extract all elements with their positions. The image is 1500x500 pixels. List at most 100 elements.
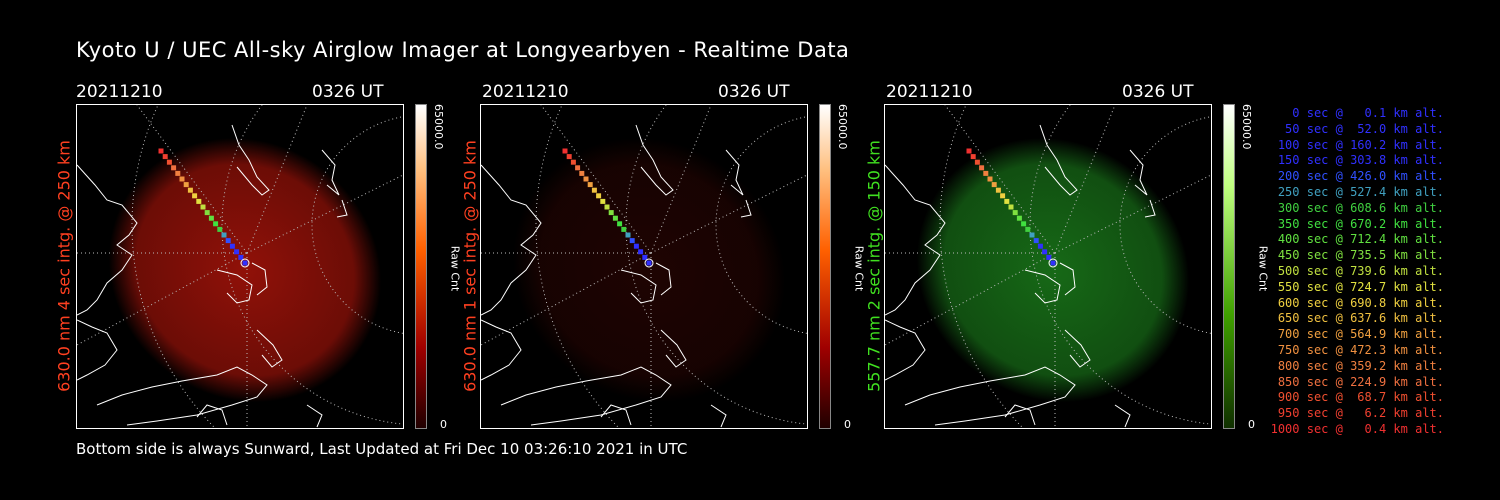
legend-row: 900 sec @ 68.7 km alt. [1270,390,1444,405]
trajectory-point [238,254,244,260]
footer-status: Bottom side is always Sunward, Last Upda… [76,440,688,458]
legend-row: 100 sec @ 160.2 km alt. [1270,137,1444,152]
legend-row: 1000 sec @ 0.4 km alt. [1270,421,1444,436]
trajectory-point [638,249,644,255]
trajectory-point [596,193,602,199]
page-title: Kyoto U / UEC All-sky Airglow Imager at … [76,38,850,62]
airglow-sky-emission [108,137,382,403]
panel-1-date: 20211210 [76,82,163,102]
airglow-sky-emission [512,137,786,403]
trajectory-point [642,254,648,260]
trajectory-point [600,198,606,204]
trajectory-point [1025,226,1031,232]
legend-row: 400 sec @ 712.4 km alt. [1270,232,1444,247]
trajectory-point [974,159,980,165]
trajectory-point [242,260,248,266]
trajectory-track [562,148,654,268]
legend-row: 450 sec @ 735.5 km alt. [1270,248,1444,263]
trajectory-point [217,226,223,232]
legend-row: 50 sec @ 52.0 km alt. [1270,121,1444,136]
panel-1-image [76,104,404,429]
legend-row: 750 sec @ 472.3 km alt. [1270,342,1444,357]
panel-1-colorbar-max: 65000.0 [432,104,445,150]
trajectory-point [229,243,235,249]
trajectory-point [983,170,989,176]
trajectory-point [1000,193,1006,199]
trajectory-point [162,154,168,160]
coastline-map [481,124,752,428]
coastline-map [885,124,1156,428]
panel-2-colorbar-max: 65000.0 [836,104,849,150]
trajectory-point [196,198,202,204]
legend-row: 500 sec @ 739.6 km alt. [1270,263,1444,278]
trajectory-point [1012,210,1018,216]
trajectory-point [579,170,585,176]
coastline-map [77,124,348,428]
trajectory-point [221,232,227,238]
trajectory-point [625,232,631,238]
panel-1-colorbar-unit: Raw Cnt [448,245,462,292]
panel-2-date: 20211210 [482,82,569,102]
trajectory-point [1037,243,1043,249]
trajectory-point [204,210,210,216]
trajectory-point [1008,204,1014,210]
legend-row: 250 sec @ 527.4 km alt. [1270,184,1444,199]
trajectory-point [200,204,206,210]
trajectory-point [1046,254,1052,260]
trajectory-point [646,260,652,266]
trajectory-point [966,148,972,154]
trajectory-point [583,176,589,182]
trajectory-point [234,249,240,255]
airglow-sky-emission [916,137,1190,403]
legend-row: 200 sec @ 426.0 km alt. [1270,169,1444,184]
panel-1-colorbar-zero: 0 [440,418,447,431]
trajectory-point [604,204,610,210]
trajectory-point [587,182,593,188]
trajectory-point [187,187,193,193]
panel-1-colorbar [415,104,427,429]
trajectory-point [987,176,993,182]
trajectory-point [995,187,1001,193]
panel-2-colorbar [819,104,831,429]
launch-site-marker [240,258,250,268]
trajectory-point [991,182,997,188]
geo-grid [77,105,403,428]
geo-grid [481,105,807,428]
trajectory-point [591,187,597,193]
trajectory-point [1050,260,1056,266]
legend-row: 150 sec @ 303.8 km alt. [1270,153,1444,168]
panel-2-colorbar-unit: Raw Cnt [852,245,866,292]
panel-1-side-label: 630.0 nm 4 sec intg. @ 250 km [54,140,74,392]
trajectory-point [621,226,627,232]
trajectory-point [158,148,164,154]
panel-3-side-label: 557.7 nm 2 sec intg. @ 150 km [864,140,884,392]
trajectory-point [175,170,181,176]
panel-2-time: 0326 UT [718,82,790,102]
trajectory-point [633,243,639,249]
trajectory-point [1016,215,1022,221]
launch-site-marker [644,258,654,268]
trajectory-point [629,238,635,244]
panel-2-image [480,104,808,429]
trajectory-track [158,148,250,268]
trajectory-point [979,165,985,171]
panel-3-colorbar-zero: 0 [1248,418,1255,431]
trajectory-point [1042,249,1048,255]
trajectory-point [570,159,576,165]
legend-row: 700 sec @ 564.9 km alt. [1270,327,1444,342]
legend-row: 650 sec @ 637.6 km alt. [1270,311,1444,326]
trajectory-point [192,193,198,199]
trajectory-point [183,182,189,188]
trajectory-legend: 0 sec @ 0.1 km alt. 50 sec @ 52.0 km alt… [1268,106,1444,438]
trajectory-point [1021,221,1027,227]
legend-row: 800 sec @ 359.2 km alt. [1270,358,1444,373]
legend-row: 850 sec @ 224.9 km alt. [1270,374,1444,389]
trajectory-point [612,215,618,221]
panel-3-colorbar [1223,104,1235,429]
trajectory-point [1033,238,1039,244]
legend-row: 300 sec @ 608.6 km alt. [1270,200,1444,215]
legend-row: 0 sec @ 0.1 km alt. [1270,106,1444,120]
trajectory-point [225,238,231,244]
legend-row: 600 sec @ 690.8 km alt. [1270,295,1444,310]
legend-row: 350 sec @ 670.2 km alt. [1270,216,1444,231]
